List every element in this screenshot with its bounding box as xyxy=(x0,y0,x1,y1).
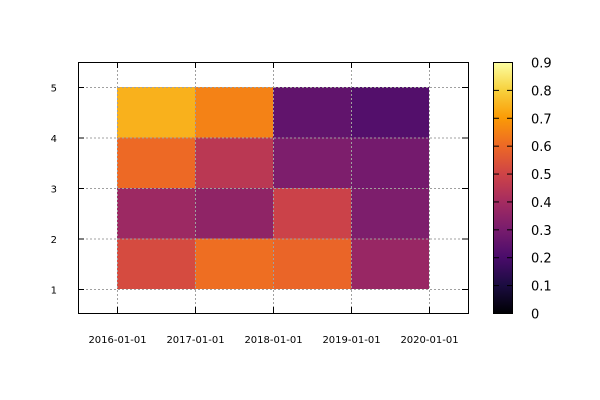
x-tick-label: 2018-01-01 xyxy=(244,335,302,346)
heatmap-cell xyxy=(273,137,351,188)
heatmap-cell xyxy=(351,87,429,138)
heatmap-cell xyxy=(195,188,273,239)
colorbar-tick-label: 0.2 xyxy=(531,252,552,267)
colorbar-tick-label: 0.3 xyxy=(531,224,552,239)
heatmap-cell xyxy=(351,188,429,239)
heatmap-cell xyxy=(273,238,351,289)
heatmap-cell xyxy=(195,137,273,188)
x-tick-label: 2016-01-01 xyxy=(88,335,146,346)
colorbar-tick-label: 0.9 xyxy=(531,57,552,72)
colorbar-tick-label: 0 xyxy=(531,308,539,323)
grid-lines xyxy=(78,62,468,313)
colorbar-tick-label: 0.5 xyxy=(531,168,552,183)
colorbar: 0 0.1 0.2 0.3 0.4 0.5 0.6 0.7 0.8 0.9 xyxy=(493,57,552,323)
heatmap-cell xyxy=(117,238,195,289)
x-axis: 2016-01-01 2017-01-01 2018-01-01 2019-01-01… xyxy=(88,62,459,346)
colorbar-tick-label: 0.1 xyxy=(531,280,552,295)
x-tick-label: 2020-01-01 xyxy=(400,335,458,346)
heatmap-cell xyxy=(117,188,195,239)
heatmap-cell xyxy=(117,87,195,138)
heatmap-cell xyxy=(273,87,351,138)
y-tick-label: 4 xyxy=(51,134,57,145)
heatmap-cell xyxy=(195,238,273,289)
y-tick-label: 1 xyxy=(51,286,57,297)
y-tick-label: 3 xyxy=(51,185,57,196)
colorbar-gradient xyxy=(493,62,513,313)
x-tick-label: 2019-01-01 xyxy=(322,335,380,346)
colorbar-tick-label: 0.8 xyxy=(531,84,552,99)
heatmap-cell xyxy=(117,137,195,188)
colorbar-ticks: 0 0.1 0.2 0.3 0.4 0.5 0.6 0.7 0.8 0.9 xyxy=(493,57,552,323)
x-tick-label: 2017-01-01 xyxy=(166,335,224,346)
y-tick-label: 2 xyxy=(51,235,57,246)
colorbar-frame xyxy=(493,62,513,314)
colorbar-tick-label: 0.4 xyxy=(531,196,552,211)
colorbar-tick-label: 0.6 xyxy=(531,140,552,155)
heatmap-cell xyxy=(351,137,429,188)
heatmap-cell xyxy=(351,238,429,289)
heatmap-cells xyxy=(117,87,429,289)
colorbar-tick-label: 0.7 xyxy=(531,112,552,127)
heatmap-cell xyxy=(273,188,351,239)
heatmap-cell xyxy=(195,87,273,138)
y-tick-label: 5 xyxy=(51,84,57,95)
y-axis: 1 2 3 4 5 xyxy=(51,84,468,297)
